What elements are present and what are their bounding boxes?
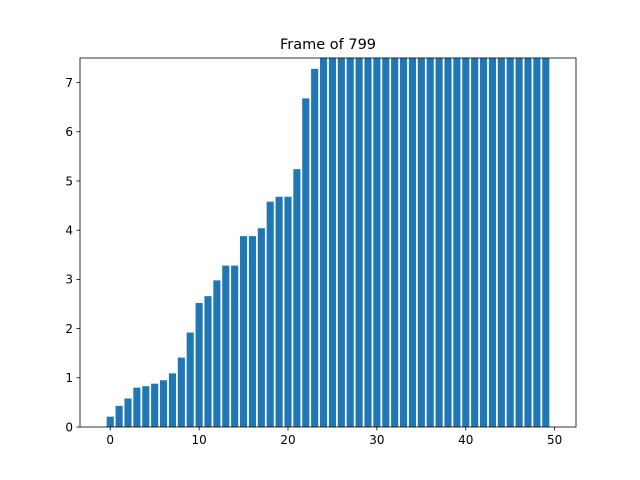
- bar-31: [382, 58, 390, 427]
- bar-30: [373, 58, 381, 427]
- bar-25: [328, 58, 336, 427]
- bar-33: [400, 58, 408, 427]
- bar-16: [248, 236, 256, 427]
- bar-40: [462, 58, 470, 427]
- bar-42: [480, 58, 488, 427]
- bar-37: [435, 58, 443, 427]
- bar-12: [213, 280, 221, 427]
- x-tick-label: 30: [369, 433, 384, 447]
- bar-44: [497, 58, 505, 427]
- chart-title: Frame of 799: [280, 37, 376, 53]
- bar-39: [453, 58, 461, 427]
- bar-35: [417, 58, 425, 427]
- bar-46: [515, 58, 523, 427]
- y-axis: 0 1 2 3 4 5 6 7: [65, 76, 80, 434]
- y-tick-label: 1: [65, 371, 73, 385]
- bar-21: [293, 169, 301, 427]
- bar-22: [302, 98, 310, 428]
- bar-11: [204, 296, 212, 427]
- bar-3: [133, 387, 141, 427]
- plot-frame: [79, 57, 577, 428]
- bar-9: [186, 332, 194, 427]
- bar-28: [355, 58, 363, 427]
- bar-26: [337, 58, 345, 427]
- bar-2: [124, 398, 132, 427]
- bar-18: [266, 201, 274, 427]
- y-tick-label: 6: [65, 125, 73, 139]
- bar-10: [195, 303, 203, 427]
- x-tick-label: 40: [458, 433, 473, 447]
- bar-32: [391, 58, 399, 427]
- bar-43: [488, 58, 496, 427]
- y-tick-label: 5: [65, 174, 73, 188]
- bar-0: [106, 416, 114, 427]
- y-tick-label: 3: [65, 273, 73, 287]
- bar-27: [346, 58, 354, 427]
- x-tick-label: 0: [106, 433, 114, 447]
- bar-41: [471, 58, 479, 427]
- bar-4: [142, 386, 150, 427]
- bar-5: [151, 383, 159, 427]
- bar-20: [284, 196, 292, 427]
- bar-36: [426, 58, 434, 427]
- bar-1: [115, 405, 123, 427]
- bar-23: [311, 68, 319, 427]
- bar-29: [364, 58, 372, 427]
- bar-34: [408, 58, 416, 427]
- bar-14: [231, 265, 239, 427]
- bars-group: [106, 58, 550, 428]
- bar-47: [524, 58, 532, 427]
- x-tick-label: 10: [191, 433, 206, 447]
- bar-17: [257, 228, 265, 427]
- bar-15: [240, 236, 248, 427]
- bar-38: [444, 58, 452, 427]
- bar-8: [177, 357, 185, 427]
- bar-24: [320, 58, 328, 427]
- y-tick-label: 2: [65, 322, 73, 336]
- x-tick-label: 20: [280, 433, 295, 447]
- bar-48: [533, 58, 541, 427]
- y-tick-label: 0: [65, 420, 73, 434]
- bar-19: [275, 196, 283, 427]
- bar-13: [222, 265, 230, 427]
- x-tick-label: 50: [547, 433, 562, 447]
- bar-49: [542, 58, 550, 427]
- bar-45: [506, 58, 514, 427]
- bar-7: [168, 373, 176, 427]
- y-tick-label: 7: [65, 76, 73, 90]
- x-axis: 0 10 20 30 40 50: [106, 427, 562, 447]
- bar-6: [160, 380, 168, 427]
- y-tick-label: 4: [65, 224, 73, 238]
